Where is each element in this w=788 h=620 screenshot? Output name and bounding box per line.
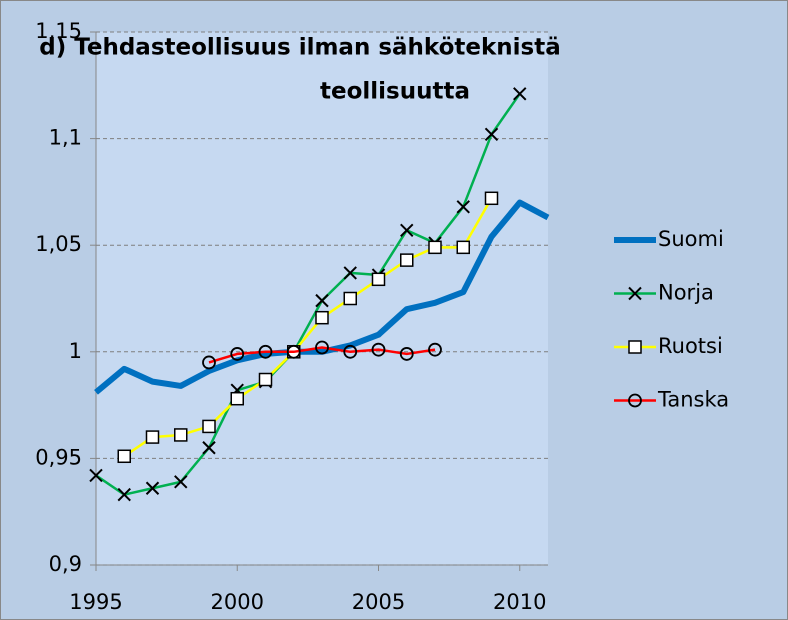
chart-title: d) Tehdasteollisuus ilman sähköteknistä <box>39 35 561 61</box>
series-line <box>94 199 550 395</box>
y-tick-label: 1 <box>69 339 82 363</box>
data-point <box>89 468 103 483</box>
data-point <box>343 266 357 280</box>
y-tick-label: 1,1 <box>49 126 82 150</box>
data-point <box>117 487 131 502</box>
data-point <box>484 191 499 206</box>
legend-label: Suomi <box>658 227 724 251</box>
legend-label: Ruotsi <box>658 334 723 358</box>
data-point <box>315 340 329 355</box>
data-point <box>286 344 301 359</box>
series-line <box>208 346 436 364</box>
y-tick-label: 1,15 <box>35 19 82 43</box>
data-point <box>428 240 442 255</box>
data-point <box>117 449 131 464</box>
y-tick-label: 1,05 <box>35 232 82 256</box>
data-point <box>399 347 414 361</box>
data-point <box>428 342 442 357</box>
data-point <box>456 200 470 214</box>
data-point <box>174 475 188 489</box>
data-point <box>315 293 329 308</box>
data-point <box>343 291 357 306</box>
data-point <box>230 347 245 361</box>
x-tick-label: 2010 <box>493 590 546 614</box>
legend-label: Norja <box>658 281 714 305</box>
data-point <box>315 310 329 325</box>
data-point <box>230 391 244 406</box>
data-point <box>258 344 273 359</box>
data-point <box>456 240 470 255</box>
plot-area <box>96 32 548 565</box>
x-tick-label: 2005 <box>352 590 405 614</box>
data-point <box>400 253 414 267</box>
marks <box>89 31 550 566</box>
data-point <box>202 355 216 370</box>
legend-marker <box>628 393 642 408</box>
data-point <box>145 481 160 495</box>
data-point <box>400 223 414 237</box>
data-point <box>484 127 499 142</box>
data-point <box>202 441 216 455</box>
data-point <box>145 430 160 444</box>
x-tick-label: 1995 <box>69 590 122 614</box>
legend-label: Tanska <box>657 388 729 412</box>
x-tick-label: 2000 <box>211 590 264 614</box>
legend-marker <box>628 340 642 354</box>
data-point <box>258 372 273 387</box>
data-point <box>513 87 527 101</box>
legend-marker <box>628 286 642 301</box>
data-point <box>202 419 216 434</box>
data-point <box>343 344 358 359</box>
data-point <box>371 342 386 357</box>
series-line <box>95 93 521 496</box>
data-point <box>371 272 386 287</box>
y-tick-label: 0,9 <box>49 552 82 576</box>
y-tick-label: 0,95 <box>35 445 82 469</box>
data-point <box>174 428 188 442</box>
chart-title: teollisuutta <box>320 79 470 105</box>
